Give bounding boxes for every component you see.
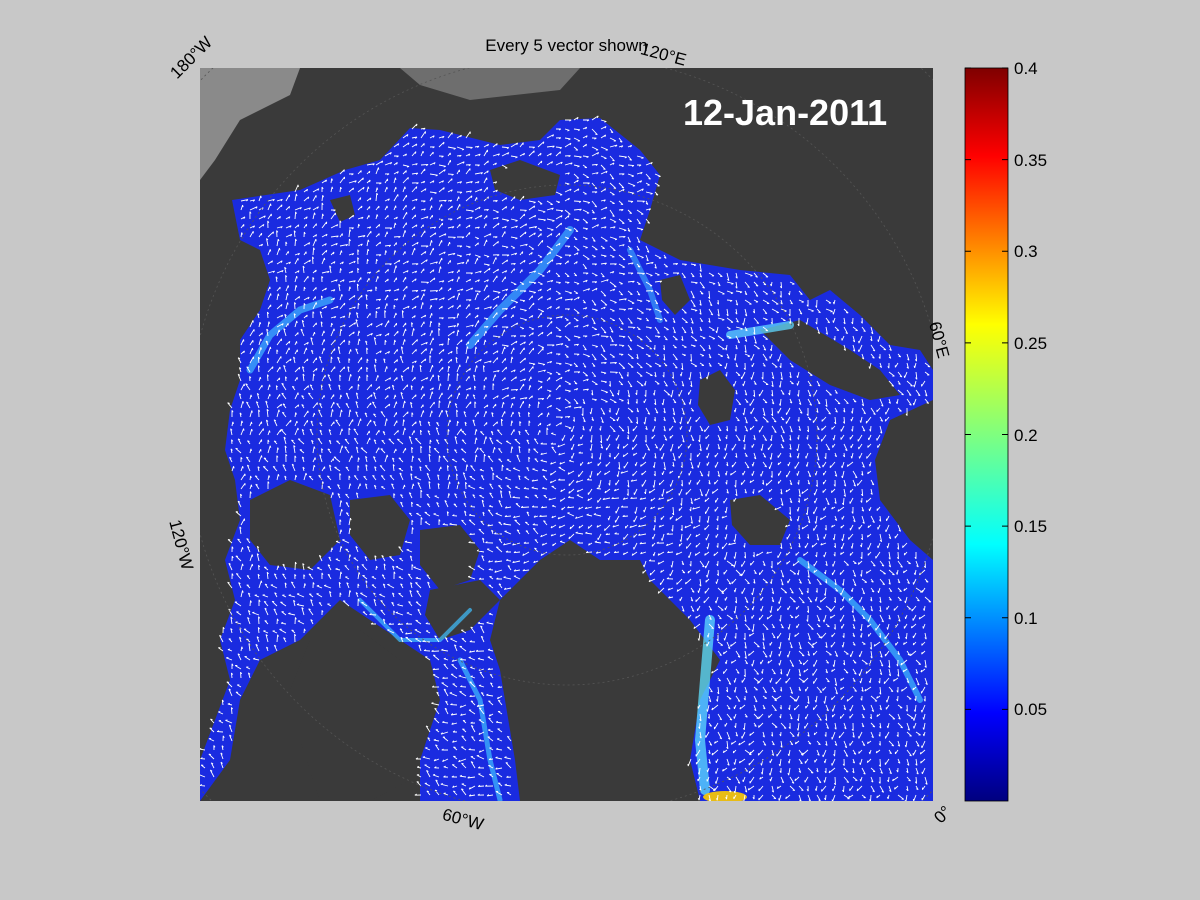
greenland-land [495,560,700,801]
baffin-island [290,630,420,801]
vector-field [200,115,932,801]
wrangel-island [330,195,355,222]
novaya-zemlya-land [760,320,900,400]
ellesmere-island [425,580,500,640]
nares-band [358,598,472,642]
colorbar-tick-label: 0.05 [1014,700,1048,720]
lat-lon-grid [200,68,933,801]
fast-drift-band-2 [466,226,574,349]
fram-strait-band [694,615,715,795]
canadian-archipelago-3 [420,525,480,590]
siberian-islands [490,160,560,200]
colorbar-tick-label: 0.25 [1014,333,1048,353]
sea-ice-region [200,118,933,801]
colorbar-tick-label: 0.1 [1014,608,1038,628]
iceland-land [730,495,790,545]
canadian-archipelago-1 [250,480,340,570]
hot-spot-south [703,791,747,801]
franz-josef-land [660,275,690,315]
baffin-bay-band [457,657,503,801]
colorbar-tick-label: 0.15 [1014,517,1048,537]
date-label: 12-Jan-2011 [683,92,888,133]
fast-drift-band-4 [726,321,794,339]
plot-title: Every 5 vector shown [485,36,648,55]
outer-ocean-north [400,68,580,100]
colorbar-tick-label: 0.2 [1014,425,1038,445]
colorbar-tick-label: 0.4 [1014,59,1038,78]
canadian-archipelago-2 [350,495,410,560]
colorbar-tick-label: 0.35 [1014,150,1048,170]
colorbar [964,67,1009,802]
svalbard-land [698,370,735,425]
drift-vectors [200,115,932,801]
colorbar-ticks [965,67,1008,710]
outer-ocean-northwest [200,68,300,180]
colorbar-tick-label: 0.3 [1014,242,1038,262]
east-greenland-band [797,557,923,703]
scandinavia-land [875,400,933,560]
